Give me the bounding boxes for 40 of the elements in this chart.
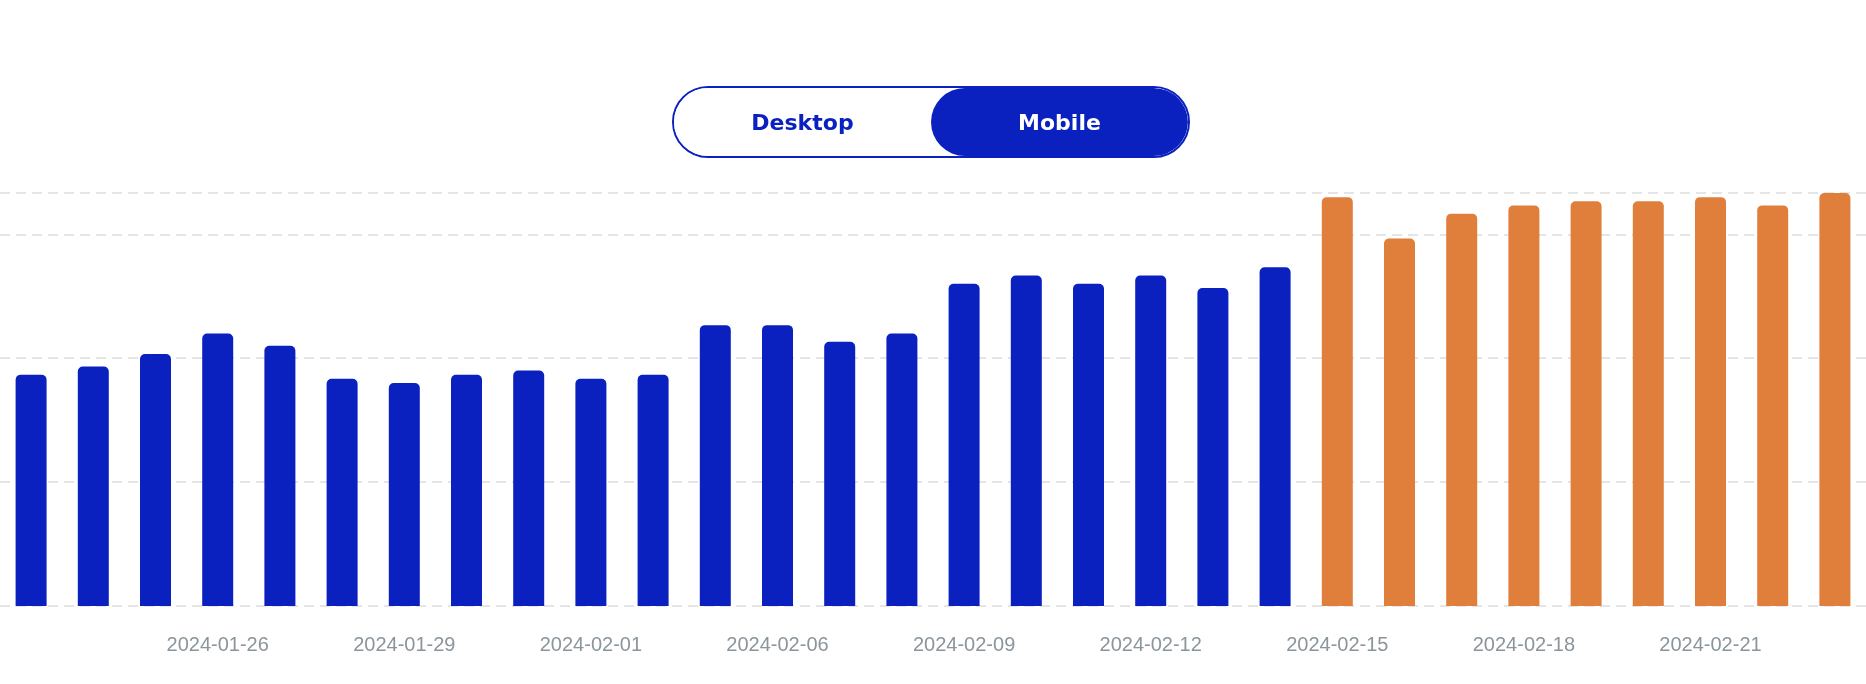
- bar: [388, 382, 420, 606]
- bar: [1073, 283, 1104, 606]
- bar: [824, 341, 856, 606]
- x-tick-label: 2024-01-29: [353, 633, 456, 655]
- bar: [77, 366, 109, 606]
- bar: [575, 378, 607, 606]
- bar: [1384, 238, 1415, 606]
- x-tick-label: 2024-02-06: [726, 633, 829, 655]
- bar: [637, 374, 669, 606]
- bar: [948, 283, 980, 606]
- x-tick-label: 2024-02-01: [539, 633, 643, 655]
- bar: [140, 354, 171, 606]
- bar: [326, 378, 358, 606]
- bar: [451, 374, 482, 606]
- x-tick-label: 2024-02-09: [912, 633, 1016, 655]
- bar: [1259, 267, 1291, 606]
- bar: [1819, 193, 1851, 606]
- bar: [1632, 201, 1664, 606]
- x-tick-label: 2024-01-26: [166, 633, 269, 655]
- bar: [202, 333, 234, 606]
- view-toggle: Desktop Mobile: [672, 86, 1190, 158]
- x-tick-label: 2024-02-18: [1472, 633, 1576, 655]
- bar: [1508, 205, 1540, 606]
- bar: [513, 370, 545, 606]
- bar: [1446, 213, 1478, 606]
- x-tick-label: 2024-02-15: [1286, 633, 1389, 655]
- x-tick-label: 2024-02-12: [1099, 633, 1202, 655]
- bar: [1757, 205, 1789, 606]
- bar: [1197, 287, 1229, 606]
- bar: [1135, 275, 1167, 606]
- bar: [886, 333, 918, 606]
- bar: [1010, 275, 1042, 606]
- x-tick-label: 2024-02-21: [1659, 633, 1762, 655]
- bar: [15, 374, 47, 606]
- bar: [1321, 197, 1353, 606]
- bar: [1695, 197, 1726, 606]
- bar: [1570, 201, 1602, 606]
- bar: [264, 345, 296, 606]
- bar: [699, 325, 731, 606]
- bar: [762, 325, 793, 606]
